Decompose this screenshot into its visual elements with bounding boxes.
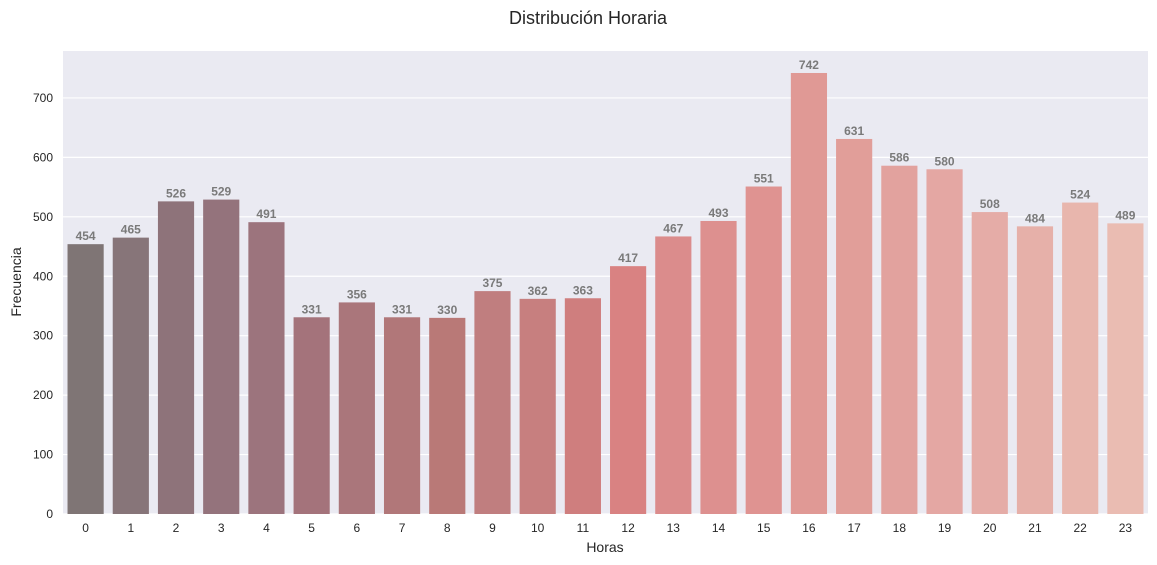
plot-background	[63, 51, 1148, 514]
data-label: 524	[1070, 188, 1090, 202]
y-tick-label: 300	[33, 329, 53, 343]
x-tick-label: 21	[1028, 521, 1042, 535]
bar-hour-21	[1016, 226, 1054, 515]
x-tick-label: 0	[82, 521, 89, 535]
x-axis-ticks: 0 1 2 3 4 5 6 7 8 9 10 11 12 13 14 15 16 17 18 19 20 21 22 23	[82, 521, 1132, 535]
bar-hour-12	[610, 266, 647, 514]
chart-title: Distribución Horaria	[509, 8, 668, 28]
y-tick-label: 200	[33, 388, 53, 402]
x-tick-label: 23	[1119, 521, 1133, 535]
bar-hour-5	[293, 317, 330, 514]
x-tick-label: 4	[263, 521, 270, 535]
data-label: 330	[437, 303, 457, 317]
bar-hour-0	[67, 244, 104, 514]
bar-hour-3	[203, 199, 240, 514]
bar-hour-20	[971, 212, 1008, 514]
x-tick-label: 2	[173, 521, 180, 535]
x-tick-label: 7	[399, 521, 406, 535]
bar-hour-16	[790, 72, 828, 514]
data-label: 580	[935, 154, 955, 168]
data-label: 454	[76, 229, 96, 243]
bar-hour-10	[519, 298, 556, 514]
data-label: 489	[1115, 208, 1135, 222]
x-tick-label: 9	[489, 521, 496, 535]
data-label: 331	[392, 302, 412, 316]
data-label: 529	[211, 185, 231, 199]
data-label: 362	[528, 284, 548, 298]
data-label: 356	[347, 287, 367, 301]
x-tick-label: 12	[621, 521, 635, 535]
x-axis-label: Horas	[586, 539, 623, 555]
bar-hour-7	[383, 317, 421, 514]
x-tick-label: 5	[308, 521, 315, 535]
x-tick-label: 17	[847, 521, 861, 535]
data-label: 467	[663, 221, 683, 235]
y-tick-label: 700	[33, 91, 53, 105]
bar-hour-6	[338, 302, 375, 514]
x-tick-label: 19	[938, 521, 952, 535]
bars	[67, 72, 1144, 515]
data-label: 484	[1025, 211, 1045, 225]
x-tick-label: 18	[893, 521, 907, 535]
bar-hour-23	[1107, 223, 1144, 514]
data-label: 742	[799, 58, 819, 72]
data-label: 331	[302, 302, 322, 316]
x-tick-label: 13	[667, 521, 681, 535]
x-tick-label: 10	[531, 521, 545, 535]
gridlines	[63, 97, 1148, 515]
x-tick-label: 1	[127, 521, 134, 535]
bar-hour-15	[745, 186, 782, 514]
data-label: 508	[980, 197, 1000, 211]
data-label: 417	[618, 251, 638, 265]
x-tick-label: 8	[444, 521, 451, 535]
x-tick-label: 16	[802, 521, 816, 535]
bar-hour-8	[429, 317, 466, 514]
data-label: 551	[754, 172, 774, 186]
bar-hour-4	[248, 222, 285, 515]
bar-hour-18	[881, 165, 918, 514]
bar-hour-13	[655, 236, 692, 514]
x-tick-label: 22	[1074, 521, 1088, 535]
data-label: 363	[573, 283, 593, 297]
y-tick-label: 100	[33, 448, 53, 462]
y-tick-label: 400	[33, 269, 53, 283]
data-label: 631	[844, 124, 864, 138]
bar-hour-1	[112, 237, 149, 514]
bar-hour-19	[926, 169, 963, 514]
data-label: 493	[709, 206, 729, 220]
bar-hour-22	[1062, 202, 1099, 514]
bar-hour-9	[474, 291, 511, 514]
y-tick-label: 500	[33, 210, 53, 224]
data-label: 526	[166, 186, 186, 200]
x-tick-label: 15	[757, 521, 771, 535]
x-tick-label: 6	[354, 521, 361, 535]
data-label: 375	[482, 276, 502, 290]
data-labels: 454 465 526 529 491 331 356 331 330 375 362 363 417 4…	[76, 58, 1136, 317]
y-tick-label: 600	[33, 150, 53, 164]
bar-hour-2	[157, 201, 195, 515]
y-tick-label: 0	[46, 507, 53, 521]
x-tick-label: 3	[218, 521, 225, 535]
bar-hour-17	[836, 138, 873, 514]
x-tick-label: 14	[712, 521, 726, 535]
data-label: 465	[121, 223, 141, 237]
y-axis-ticks: 0 100 200 300 400 500 600 700	[33, 91, 53, 521]
bar-hour-14	[700, 220, 737, 514]
data-label: 586	[889, 151, 909, 165]
data-label: 491	[256, 207, 276, 221]
x-tick-label: 20	[983, 521, 997, 535]
y-axis-label: Frecuencia	[8, 247, 24, 316]
x-tick-label: 11	[577, 521, 590, 535]
bar-hour-11	[564, 298, 601, 514]
